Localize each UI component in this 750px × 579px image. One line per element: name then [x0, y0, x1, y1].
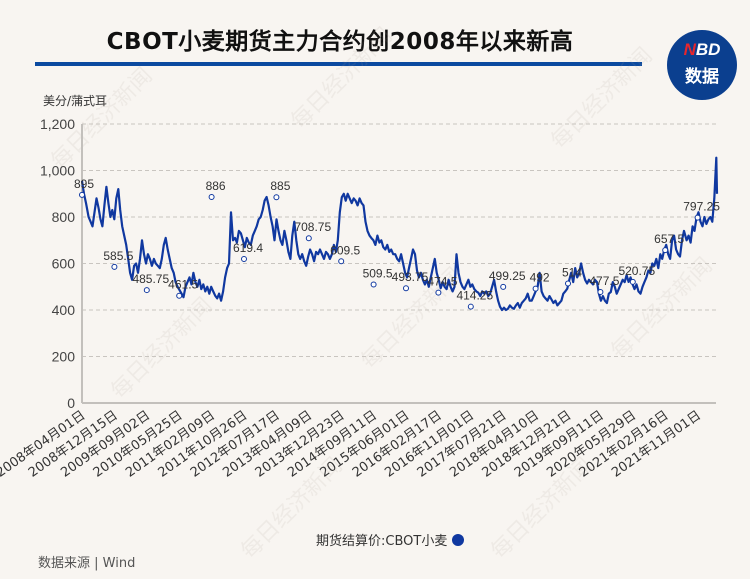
data-point-marker[interactable]	[338, 258, 345, 265]
data-point-marker[interactable]	[176, 292, 183, 299]
data-point-label: 708.75	[294, 220, 331, 234]
logo-bd: BD	[695, 40, 721, 59]
data-point-marker[interactable]	[532, 285, 539, 292]
y-tick-label: 1,200	[40, 116, 75, 132]
data-point-marker[interactable]	[629, 278, 636, 285]
logo-subtitle: 数据	[685, 67, 719, 87]
data-point-marker[interactable]	[111, 263, 118, 270]
data-point-marker[interactable]	[370, 281, 377, 288]
legend-dot-icon	[452, 533, 465, 546]
data-point-marker[interactable]	[403, 285, 409, 292]
data-point-marker[interactable]	[273, 194, 280, 201]
title-underline	[35, 62, 642, 66]
data-point-label: 520.75	[618, 264, 655, 278]
data-point-label: 797.25	[683, 200, 720, 214]
price-line	[80, 156, 719, 312]
data-point-marker[interactable]	[208, 194, 215, 201]
data-point-label: 609.5	[330, 243, 360, 257]
data-point-marker[interactable]	[694, 214, 701, 221]
data-point-label: 499.25	[489, 269, 526, 283]
data-point-marker[interactable]	[79, 191, 85, 198]
nbd-logo: NBD 数据	[667, 30, 737, 100]
data-source: 数据来源 | Wind	[38, 556, 136, 571]
y-tick-label: 0	[67, 395, 75, 411]
y-tick-label: 600	[52, 256, 76, 272]
data-point-marker[interactable]	[305, 235, 312, 242]
y-axis-unit-label: 美分/蒲式耳	[43, 94, 108, 108]
legend: 期货结算价:CBOT小麦	[316, 530, 465, 549]
data-point-label: 492	[530, 271, 550, 285]
data-point-marker[interactable]	[241, 255, 247, 262]
data-point-label: 474.5	[427, 275, 457, 289]
legend-label: 期货结算价:CBOT小麦	[316, 534, 448, 549]
data-point-label: 657.5	[654, 232, 684, 246]
data-point-label: 886	[206, 179, 226, 193]
chart-title: CBOT小麦期货主力合约创2008年以来新高	[106, 29, 574, 55]
data-point-label: 885	[270, 179, 290, 193]
y-tick-label: 200	[52, 349, 76, 365]
data-point-label: 895	[74, 177, 94, 191]
data-point-label: 461.5	[168, 278, 198, 292]
data-point-label: 477.5	[589, 274, 619, 288]
y-tick-label: 1,000	[40, 163, 75, 179]
data-point-marker[interactable]	[662, 247, 669, 254]
data-point-marker[interactable]	[467, 303, 474, 310]
watermark: 每日经济新闻	[547, 43, 658, 154]
data-point-label: 514	[562, 265, 582, 279]
data-point-label: 619.4	[233, 241, 263, 255]
logo-n: N	[683, 40, 696, 59]
data-point-marker[interactable]	[597, 288, 604, 295]
data-point-label: 485.75	[132, 272, 169, 286]
data-point-marker[interactable]	[435, 289, 442, 296]
data-point-label: 493.75	[392, 270, 429, 284]
data-point-marker[interactable]	[565, 280, 571, 287]
watermark: 每日经济新闻	[287, 23, 398, 134]
data-point-marker[interactable]	[500, 283, 507, 290]
data-point-marker[interactable]	[143, 287, 150, 294]
data-point-label: 509.5	[363, 267, 393, 281]
data-point-label: 414.25	[456, 289, 493, 303]
data-point-label: 585.5	[103, 249, 133, 263]
y-tick-label: 400	[52, 302, 76, 318]
y-tick-label: 800	[52, 209, 76, 225]
